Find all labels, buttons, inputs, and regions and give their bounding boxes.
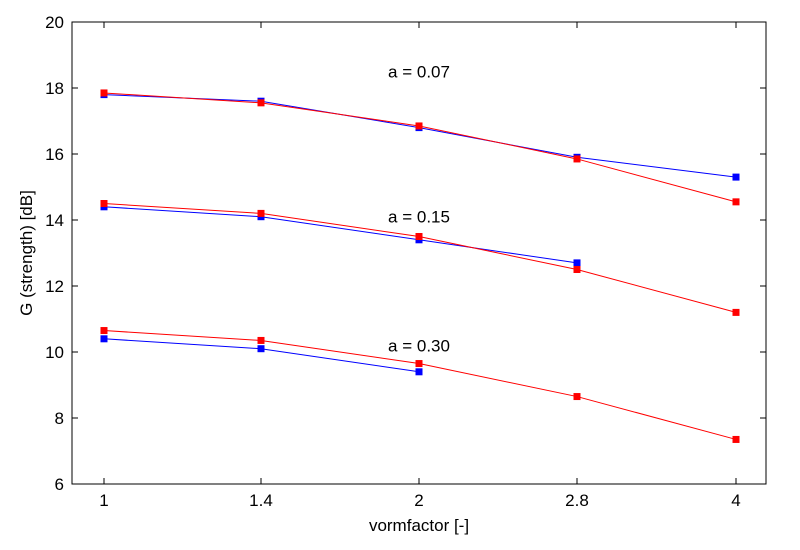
data-point: [257, 345, 265, 353]
data-point: [415, 368, 423, 376]
data-point: [732, 308, 740, 316]
data-point: [573, 266, 581, 273]
y-tick-label: 10: [45, 343, 64, 362]
data-point: [573, 259, 581, 267]
data-point: [100, 335, 108, 343]
data-point: [100, 327, 108, 335]
x-tick-label: 2: [414, 491, 423, 510]
plot-area: [71, 21, 767, 485]
x-tick-label: 2.8: [565, 491, 589, 510]
annotation-label: a = 0.07: [388, 63, 450, 82]
data-point: [100, 200, 108, 207]
y-axis-title: G (strength) [dB]: [17, 190, 36, 316]
axis-ticks: 1 1.4 2 2.8 4 6 8 10 12 14 16 18 20: [45, 13, 766, 510]
y-tick-label: 6: [55, 475, 64, 494]
y-tick-label: 18: [45, 79, 64, 98]
data-point: [257, 209, 265, 217]
data-point: [257, 99, 265, 107]
annotations-group: a = 0.07 a = 0.15 a = 0.30: [388, 63, 450, 356]
y-tick-label: 12: [45, 277, 64, 296]
y-tick-label: 8: [55, 409, 64, 428]
x-tick-label: 1.4: [249, 491, 273, 510]
data-point: [100, 89, 108, 97]
series-line-2: [103, 206, 578, 264]
y-tick-label: 16: [45, 145, 64, 164]
x-tick-label: 4: [731, 491, 740, 510]
data-point: [573, 393, 581, 401]
y-tick-label: 20: [45, 13, 64, 32]
data-point: [573, 155, 581, 163]
annotation-label: a = 0.15: [388, 208, 450, 227]
data-point: [732, 435, 740, 443]
data-point: [415, 122, 423, 130]
x-axis-title: vormfactor [-]: [369, 516, 469, 535]
series-group: [100, 89, 740, 443]
data-point: [415, 233, 423, 240]
data-point: [732, 198, 740, 206]
x-tick-label: 1: [99, 491, 108, 510]
y-tick-label: 14: [45, 211, 64, 230]
data-point: [415, 360, 423, 368]
data-point: [257, 336, 265, 344]
annotation-label: a = 0.30: [388, 336, 450, 355]
data-point: [732, 173, 740, 181]
